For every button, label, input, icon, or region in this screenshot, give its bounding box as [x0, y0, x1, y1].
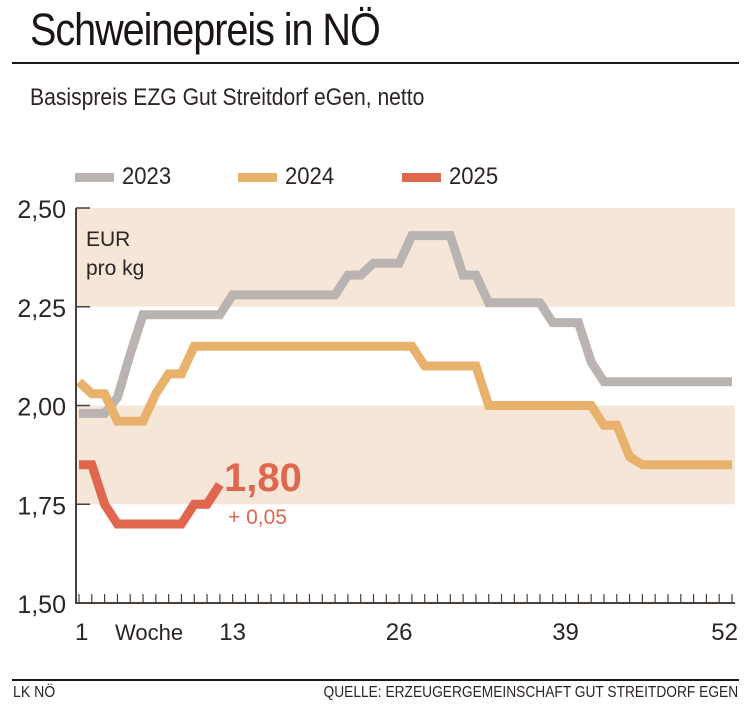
footer-divider: [12, 679, 739, 681]
legend-label-2025: 2025: [449, 163, 499, 190]
y-tick-label: 1,75: [17, 492, 66, 520]
y-tick-label: 1,50: [17, 591, 66, 619]
series-line-2024: [75, 341, 732, 470]
footer-source: QUELLE: ERZEUGERGEMEINSCHAFT GUT STREITD…: [323, 684, 738, 701]
legend-swatch-2023: [75, 172, 114, 182]
unit-label-eur: EUR: [86, 228, 130, 251]
y-tick-labels: 2,50 2,25 2,00 1,75 1,50: [17, 196, 66, 619]
shaded-band: [76, 405, 735, 505]
x-axis-label: Woche: [115, 620, 183, 645]
change-label: + 0,05: [228, 506, 287, 529]
x-tick-labels: 1 13 26 39 52: [75, 619, 738, 646]
x-tick-label: 1: [75, 619, 88, 646]
y-tick-label: 2,50: [17, 196, 66, 224]
series-lines: [75, 231, 732, 529]
x-tick-label: 13: [219, 619, 246, 646]
chart-subtitle: Basispreis EZG Gut Streitdorf eGen, nett…: [30, 84, 425, 111]
axes: [75, 207, 735, 604]
title-divider: [12, 62, 739, 64]
chart-title: Schweinepreis in NÖ: [30, 4, 381, 55]
series-line-2025: [79, 460, 224, 529]
x-tick-label: 39: [552, 619, 579, 646]
legend-item-2023: 2023: [75, 163, 175, 191]
x-tick-label: 52: [711, 619, 738, 646]
legend-item-2025: 2025: [402, 163, 502, 191]
latest-value-label: 1,80: [224, 456, 302, 500]
y-tick-label: 2,25: [17, 295, 66, 323]
legend-swatch-2024: [238, 172, 277, 182]
legend-item-2024: 2024: [238, 163, 338, 191]
x-tick-label: 26: [386, 619, 413, 646]
legend-label-2023: 2023: [122, 163, 172, 190]
unit-label-pro-kg: pro kg: [86, 257, 144, 280]
y-tick-label: 2,00: [17, 394, 66, 422]
footer-credit: LK NÖ: [13, 684, 56, 701]
legend-swatch-2025: [402, 172, 441, 182]
series-line-2023: [79, 231, 732, 418]
legend-label-2024: 2024: [285, 163, 335, 190]
